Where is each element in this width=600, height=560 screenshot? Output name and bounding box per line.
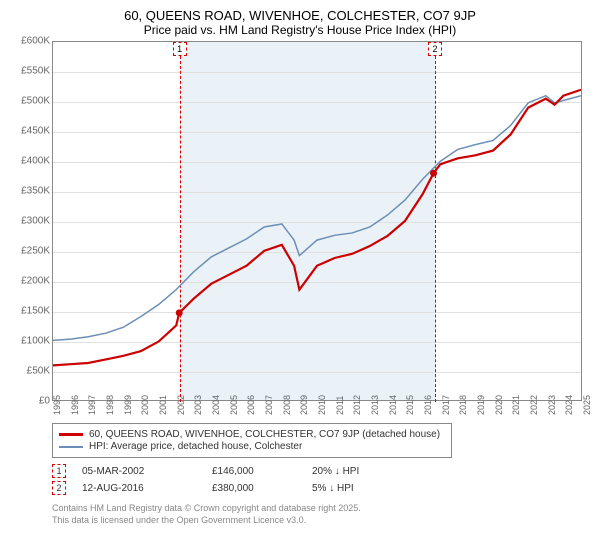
chart-svg	[53, 42, 581, 400]
price-marker-1: 1	[52, 464, 66, 478]
y-axis: £0£50K£100K£150K£200K£250K£300K£350K£400…	[10, 41, 52, 401]
marker-dot	[430, 170, 437, 177]
legend: 60, QUEENS ROAD, WIVENHOE, COLCHESTER, C…	[52, 423, 452, 458]
y-tick-label: £250K	[21, 246, 50, 257]
price-row-1: 1 05-MAR-2002 £146,000 20% ↓ HPI	[52, 464, 590, 478]
price-amount-1: £146,000	[212, 466, 312, 477]
legend-row-hpi: HPI: Average price, detached house, Colc…	[59, 441, 445, 452]
marker-dot	[176, 309, 183, 316]
plot-area: 12	[52, 41, 582, 401]
chart-area: £0 £50K £100K £150K £200K £250K £300K £350K £400…	[10, 41, 590, 421]
legend-label-hpi: HPI: Average price, detached house, Colc…	[89, 441, 302, 452]
footer-line-2: This data is licensed under the Open Gov…	[52, 515, 590, 527]
y-tick-label: £550K	[21, 66, 50, 77]
footer-line-1: Contains HM Land Registry data © Crown c…	[52, 503, 590, 515]
y-tick-label: £200K	[21, 276, 50, 287]
price-delta-2: 5% ↓ HPI	[312, 483, 354, 494]
legend-swatch-hpi	[59, 446, 83, 448]
y-tick-label: £500K	[21, 96, 50, 107]
chart-marker-box: 2	[428, 42, 442, 56]
footer: Contains HM Land Registry data © Crown c…	[52, 503, 590, 526]
price-rows: 1 05-MAR-2002 £146,000 20% ↓ HPI 2 12-AU…	[52, 464, 590, 495]
y-tick-label: £100K	[21, 336, 50, 347]
y-tick-label: £300K	[21, 216, 50, 227]
price-row-2: 2 12-AUG-2016 £380,000 5% ↓ HPI	[52, 481, 590, 495]
chart-subtitle: Price paid vs. HM Land Registry's House …	[10, 23, 590, 37]
y-tick-label: £150K	[21, 306, 50, 317]
chart-title: 60, QUEENS ROAD, WIVENHOE, COLCHESTER, C…	[10, 8, 590, 23]
y-tick-label: £0	[39, 396, 50, 407]
y-tick-label: £600K	[21, 36, 50, 47]
price-marker-2: 2	[52, 481, 66, 495]
y-tick-label: £50K	[27, 366, 50, 377]
series-property	[53, 90, 581, 366]
legend-label-property: 60, QUEENS ROAD, WIVENHOE, COLCHESTER, C…	[89, 429, 440, 440]
series-hpi	[53, 96, 581, 341]
legend-row-property: 60, QUEENS ROAD, WIVENHOE, COLCHESTER, C…	[59, 429, 445, 440]
x-axis: 1995199619971998199920002001200220032004…	[52, 403, 582, 421]
chart-marker-box: 1	[173, 42, 187, 56]
y-tick-label: £400K	[21, 156, 50, 167]
legend-swatch-property	[59, 433, 83, 436]
price-amount-2: £380,000	[212, 483, 312, 494]
price-delta-1: 20% ↓ HPI	[312, 466, 359, 477]
x-tick-label: 2025	[582, 395, 592, 415]
y-tick-label: £350K	[21, 186, 50, 197]
price-date-1: 05-MAR-2002	[82, 466, 212, 477]
y-tick-label: £450K	[21, 126, 50, 137]
price-date-2: 12-AUG-2016	[82, 483, 212, 494]
